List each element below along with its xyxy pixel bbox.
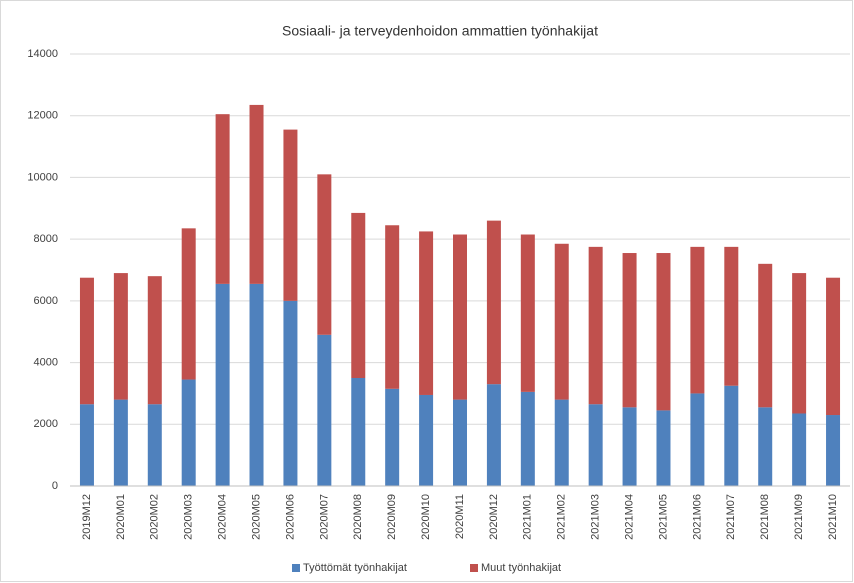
x-tick-label: 2020M01 (115, 494, 127, 540)
bar-segment (79, 404, 94, 486)
bar-segment (520, 391, 535, 486)
x-tick-label: 2020M12 (488, 494, 500, 540)
bar-segment (215, 283, 230, 486)
chart-title: Sosiaali- ja terveydenhoidon ammattien t… (282, 23, 598, 39)
bar-segment (758, 407, 773, 486)
x-tick-label: 2021M01 (522, 494, 534, 540)
legend-swatch (292, 564, 300, 572)
bar-segment (419, 394, 434, 486)
bar-segment (317, 174, 332, 335)
bar-segment (690, 393, 705, 486)
bar-segment (181, 379, 196, 486)
legend-label: Muut työnhakijat (481, 562, 561, 574)
x-tick-label: 2020M09 (386, 494, 398, 540)
y-tick-label: 8000 (34, 233, 58, 245)
x-tick-label: 2021M10 (827, 494, 839, 540)
x-tick-label: 2020M05 (250, 494, 262, 540)
bar-segment (520, 234, 535, 392)
bar-segment (588, 246, 603, 405)
bar-segment (792, 273, 807, 414)
bar-segment (351, 378, 366, 486)
bar-segment (385, 225, 400, 389)
bar-segment (385, 388, 400, 486)
bar-segment (554, 399, 569, 486)
x-tick-label: 2020M10 (420, 494, 432, 540)
bar-segment (453, 234, 467, 400)
bar-segment (317, 334, 332, 486)
bar-segment (554, 243, 569, 400)
x-tick-label: 2020M02 (149, 494, 161, 540)
bar-segment (826, 415, 841, 486)
bar-segment (79, 277, 94, 405)
bar-segment (283, 300, 298, 486)
bar-segment (181, 228, 196, 380)
bar-segment (147, 404, 162, 486)
bar-segment (249, 104, 264, 284)
y-tick-label: 12000 (27, 110, 58, 122)
bar-segment (249, 283, 264, 486)
bar-segment (622, 253, 637, 408)
y-tick-label: 0 (52, 480, 58, 492)
legend-label: Työttömät työnhakijat (303, 562, 407, 574)
x-tick-label: 2021M05 (657, 494, 669, 540)
bar-segment (826, 277, 841, 416)
x-tick-label: 2021M04 (623, 494, 635, 540)
bar-segment (113, 399, 128, 486)
x-tick-label: 2020M03 (183, 494, 195, 540)
bar-segment (758, 263, 773, 408)
x-tick-label: 2021M06 (691, 494, 703, 540)
bar-segment (656, 410, 671, 486)
x-tick-label: 2020M08 (352, 494, 364, 540)
bar-segment (419, 231, 434, 395)
bar-segment (792, 413, 807, 486)
bar-segment (113, 273, 128, 400)
x-tick-label: 2021M09 (793, 494, 805, 540)
bar-segment (588, 404, 603, 486)
bar-segment (351, 212, 366, 378)
x-tick-label: 2020M04 (217, 494, 229, 540)
bar-segment (622, 407, 637, 486)
bar-segment (656, 253, 671, 411)
x-tick-label: 2021M08 (759, 494, 771, 540)
x-tick-label: 2021M07 (725, 494, 737, 540)
bar-segment (453, 399, 467, 486)
x-tick-label: 2020M06 (284, 494, 296, 540)
x-tick-label: 2019M12 (81, 494, 93, 540)
bar-segment (215, 114, 230, 284)
x-tick-label: 2020M11 (454, 494, 466, 539)
y-tick-label: 4000 (34, 356, 58, 368)
legend-swatch (470, 564, 478, 572)
bar-segment (724, 246, 739, 386)
y-tick-label: 2000 (34, 418, 58, 430)
y-tick-label: 14000 (27, 48, 58, 60)
bar-segment (724, 385, 739, 486)
y-tick-label: 10000 (27, 171, 58, 183)
x-tick-label: 2020M07 (318, 494, 330, 540)
x-tick-label: 2021M02 (556, 494, 568, 540)
bar-segment (486, 384, 501, 486)
bar-segment (486, 220, 501, 385)
bar-segment (690, 246, 705, 394)
x-tick-label: 2021M03 (590, 494, 602, 540)
bar-segment (283, 129, 298, 301)
y-tick-label: 6000 (34, 295, 58, 307)
bar-segment (147, 276, 162, 405)
